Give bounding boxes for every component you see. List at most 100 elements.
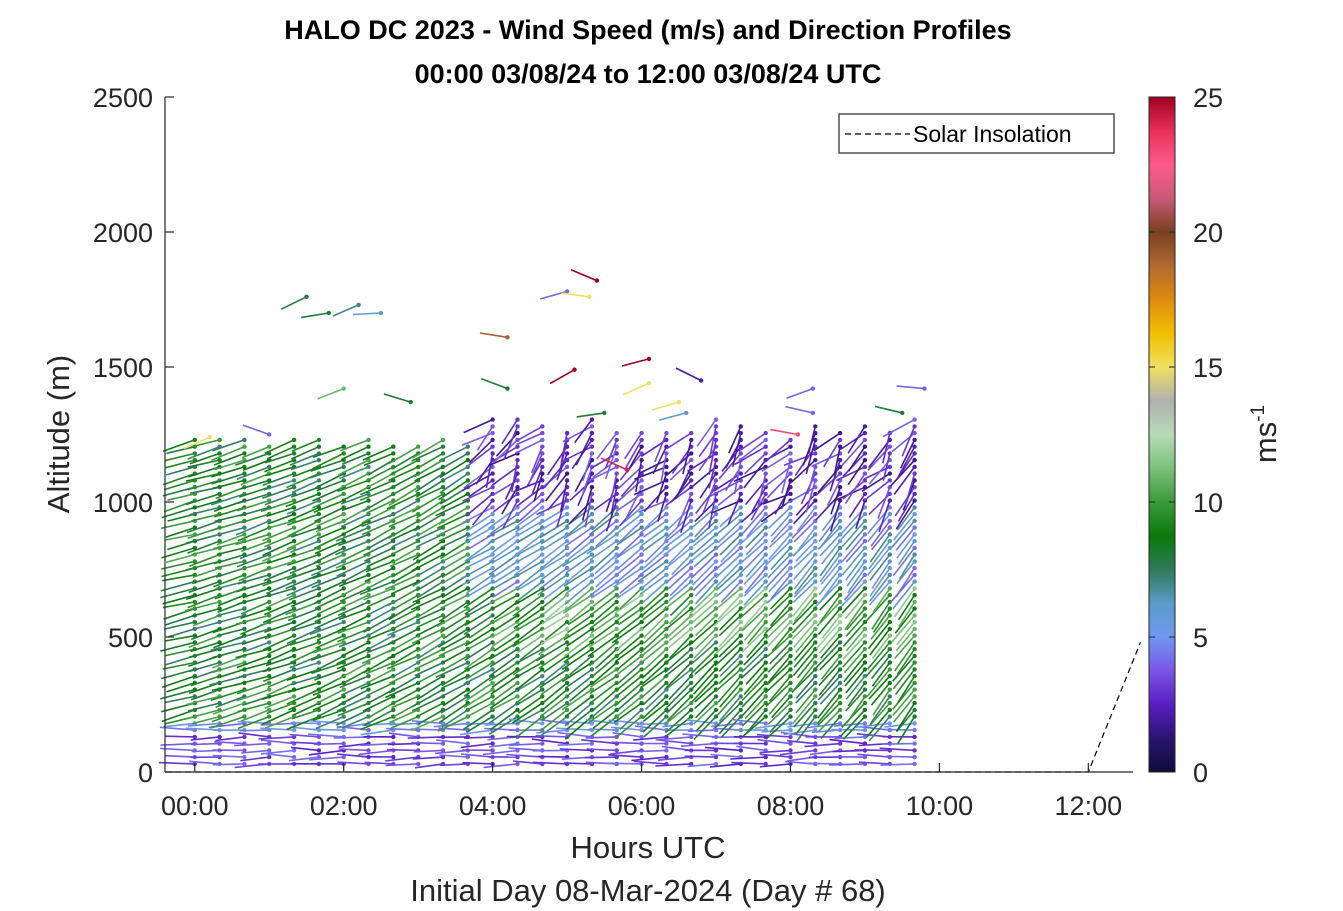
wind-barb [793,635,816,661]
wind-barb-head [912,626,917,632]
wind-barb [731,718,766,725]
wind-barb [439,754,468,758]
wind-barb [517,634,543,654]
wind-barb [512,540,543,559]
wind-barb [463,736,493,739]
wind-barb-head [689,646,694,652]
wind-barb [843,574,866,601]
wind-barb-head [713,606,719,611]
wind-barb [633,736,667,741]
wind-barb [847,425,866,454]
wind-barb [536,729,568,734]
wind-barb [581,486,593,521]
wind-barb [567,607,593,626]
wind-barb-head [540,424,545,429]
wind-barb [693,668,717,695]
wind-barb-head [862,518,868,524]
wind-barb-head [763,498,768,503]
wind-barb-head [316,552,322,557]
legend-entry-solar-insolation: Solar Insolation [913,121,1072,147]
wind-barb-head [837,687,843,692]
wind-barb [464,634,493,652]
wind-barb [312,709,344,722]
wind-barb [666,520,692,542]
wind-barb [464,547,493,563]
wind-barb-head [515,491,520,497]
wind-barb [389,607,419,624]
wind-barb-head [689,592,694,598]
wind-barb [796,655,816,679]
wind-barb-head [713,673,719,679]
wind-barb-head [639,640,644,645]
wind-barb-head [837,741,843,746]
wind-barb-head [763,673,768,679]
wind-barb [796,716,816,742]
wind-barb [383,393,411,403]
wind-barb [189,621,220,632]
wind-barb [160,520,195,530]
wind-barb [488,661,518,682]
wind-barb [361,520,394,536]
wind-barb [751,486,767,513]
wind-barb-head [614,687,619,692]
wind-barb-head [356,302,361,308]
wind-barb [463,418,493,434]
wind-barb [262,486,295,500]
wind-barb [389,472,419,490]
wind-barb [605,500,618,532]
wind-barb [387,628,419,645]
wind-barb [236,499,270,512]
wind-barb [313,587,345,605]
wind-barb-head [887,687,892,692]
wind-barb-head [795,432,801,437]
wind-barb [463,587,494,609]
wind-barb-head [788,471,793,476]
colorbar-tick-label: 25 [1193,83,1223,113]
wind-barb [615,655,643,677]
wind-barb [689,594,717,619]
wind-barb [745,554,767,578]
wind-barb-head [738,592,743,598]
wind-barb [616,526,643,546]
wind-barb [568,601,593,622]
wind-barb-head [763,613,768,618]
wind-barb [517,695,543,714]
wind-barb-head [912,485,917,490]
wind-barb [341,715,369,729]
wind-barb-head [267,586,272,591]
wind-barb-head [763,444,768,449]
wind-barb [289,733,319,738]
wind-barb-head [267,545,272,551]
wind-barb-head [713,646,719,652]
wind-barb [503,426,519,460]
wind-barb [259,614,295,627]
wind-barb [739,540,767,565]
wind-barb [411,628,444,644]
wind-barb [241,445,270,459]
wind-barb [314,607,345,623]
wind-barb-head [837,667,843,672]
wind-barb [162,661,195,670]
wind-barb-head [664,694,669,699]
wind-barb [540,560,568,581]
wind-barb [260,499,295,513]
wind-barb [587,466,618,483]
wind-barb-head [490,748,495,753]
wind-barb [718,635,742,658]
wind-barb-head [912,653,917,659]
wind-barb [492,580,518,598]
wind-barb [821,614,841,639]
wind-barb [266,682,295,697]
wind-barb [866,668,891,698]
wind-barb [714,628,742,655]
wind-barb [286,499,320,515]
wind-barb [389,553,419,568]
wind-barb [718,614,742,637]
wind-barb [858,761,890,765]
wind-barb [390,540,419,556]
wind-barb [794,567,816,595]
wind-barb [167,493,195,501]
wind-barb [635,459,643,492]
wind-barb [819,587,841,611]
wind-barb [642,662,667,684]
